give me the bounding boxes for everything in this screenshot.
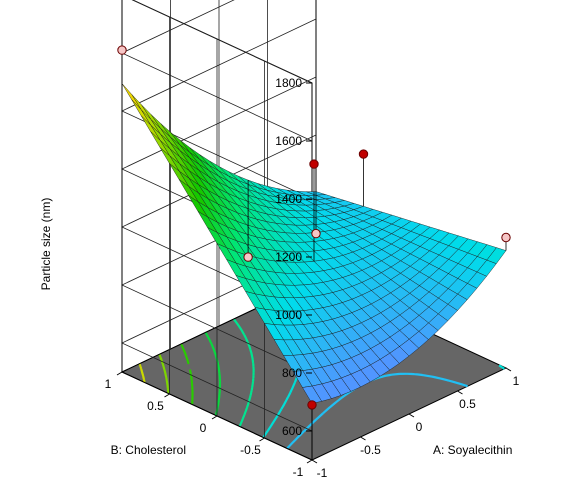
y-tick-label: -1 <box>293 465 304 479</box>
x-tick <box>408 413 415 418</box>
design-points <box>117 45 511 410</box>
design-point <box>501 232 511 243</box>
y-tick <box>164 393 170 398</box>
y-tick-label: 0 <box>200 421 207 435</box>
design-point <box>117 45 127 55</box>
z-tick-label: 1200 <box>275 250 302 264</box>
design-point <box>311 228 321 239</box>
z-tick-label: 1600 <box>275 134 302 148</box>
x-tick <box>505 367 512 372</box>
contour-line <box>158 353 170 394</box>
z-tick-label: 1800 <box>275 76 302 90</box>
surface-cell <box>121 83 142 110</box>
response-surface <box>121 83 507 404</box>
x-tick-label: 0.5 <box>459 397 476 411</box>
y-tick <box>116 371 123 376</box>
y-tick-label: 1 <box>105 377 112 391</box>
x-axis-title: A: Soyalecithin <box>433 443 512 457</box>
y-tick-label: -0.5 <box>240 443 261 457</box>
design-point <box>358 149 369 159</box>
x-tick-label: 1 <box>513 374 520 388</box>
z-axis-title: Particle size (nm) <box>39 198 53 291</box>
y-axis-title: B: Cholesterol <box>111 443 186 457</box>
z-tick-label: 800 <box>282 366 302 380</box>
x-tick <box>311 459 318 464</box>
surface-cell <box>302 385 323 404</box>
tick-labels: 600 800 1000 1200 1400 1600 1800 -1 -0.5 0 0.5 1 -1 -… <box>105 76 520 480</box>
design-point <box>307 400 317 410</box>
y-tick-label: 0.5 <box>147 399 164 413</box>
y-tick <box>259 437 265 442</box>
x-tick-label: -1 <box>317 466 328 480</box>
x-tick-label: 0 <box>416 420 423 434</box>
drop-lines <box>121 50 507 405</box>
z-tick-label: 600 <box>282 424 302 438</box>
back-wall <box>121 0 317 373</box>
z-gridline <box>131 0 313 84</box>
x-tick <box>360 436 366 441</box>
z-gridline <box>121 18 317 200</box>
x-tick-label: -0.5 <box>360 443 381 457</box>
design-point <box>243 252 253 262</box>
x-tick <box>457 390 463 395</box>
design-point <box>309 159 319 169</box>
y-tick <box>306 459 313 464</box>
z-tick-label: 1400 <box>275 192 302 206</box>
y-tick <box>211 415 218 420</box>
z-tick-label: 1000 <box>275 308 302 322</box>
